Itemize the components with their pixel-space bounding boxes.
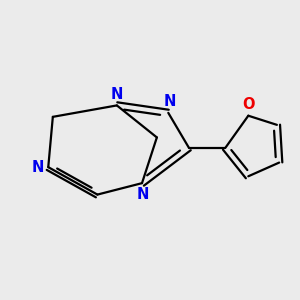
Text: O: O	[242, 97, 255, 112]
Text: N: N	[111, 87, 123, 102]
Text: N: N	[31, 160, 44, 175]
Text: N: N	[164, 94, 176, 110]
Text: N: N	[137, 187, 149, 202]
